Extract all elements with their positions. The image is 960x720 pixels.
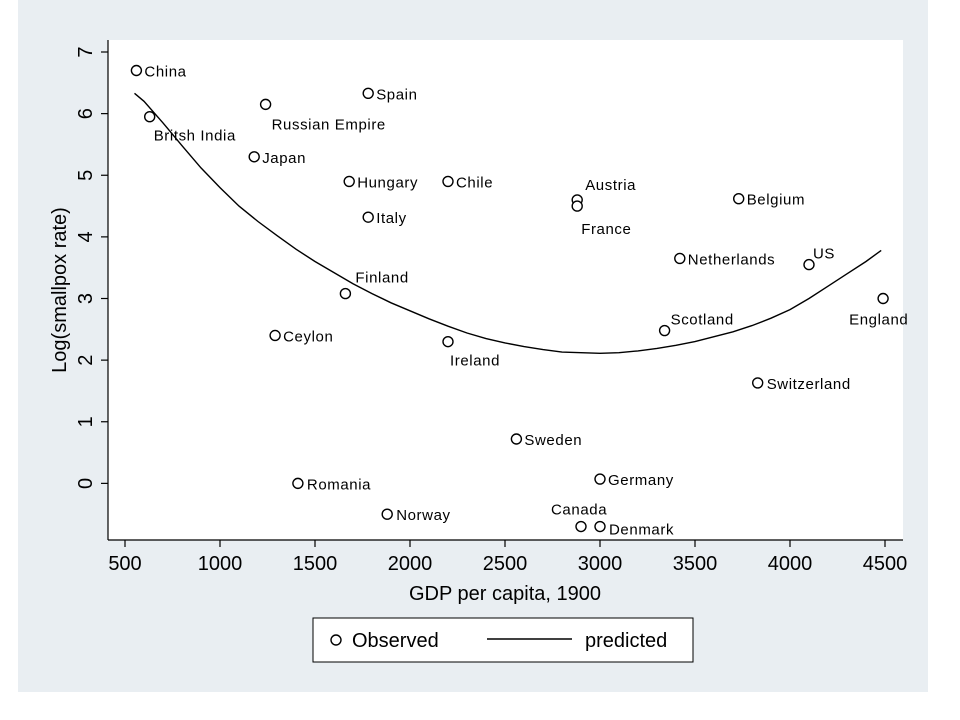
y-tick-label: 0 <box>75 478 97 489</box>
x-tick-label: 3500 <box>673 553 718 575</box>
observed-points-layer: China Britsh India Russian Empire Spain Japa… <box>130 63 908 539</box>
y-axis-label: Log(smallpox rate) <box>49 207 71 373</box>
observed-point <box>442 335 454 348</box>
observed-point <box>248 151 260 163</box>
point-label: Ceylon <box>283 328 333 345</box>
point-label: Hungary <box>357 174 418 191</box>
x-tick-label: 4500 <box>863 553 908 575</box>
x-tick-label: 500 <box>108 553 141 575</box>
axes: 500 1000 1500 2000 2500 3000 3500 4000 4500 0 1 2 3 4… <box>75 40 907 575</box>
observed-point <box>674 252 686 265</box>
x-axis-label: GDP per capita, 1900 <box>409 583 601 605</box>
observed-point <box>362 211 374 223</box>
point-label: Japan <box>262 150 306 167</box>
y-tick-label: 3 <box>75 293 97 304</box>
point-label: Canada <box>551 502 607 519</box>
legend-predicted-label: predicted <box>585 630 667 652</box>
y-tick-label: 5 <box>75 170 97 181</box>
observed-point <box>594 520 606 533</box>
x-tick-label: 2000 <box>388 553 433 575</box>
point-label: Sweden <box>524 432 582 449</box>
observed-point <box>143 111 156 123</box>
point-label: Romania <box>307 476 371 493</box>
observed-point <box>575 520 587 533</box>
y-tick-label: 7 <box>75 46 97 57</box>
point-label: Switzerland <box>767 376 851 393</box>
y-tick-label: 6 <box>75 108 97 119</box>
point-label: Belgium <box>747 192 805 209</box>
point-label: Austria <box>585 177 636 194</box>
observed-point <box>803 258 815 271</box>
observed-point <box>381 508 393 520</box>
y-tick-label: 2 <box>75 355 97 366</box>
observed-point <box>130 64 143 77</box>
x-tick-label: 1500 <box>293 553 338 575</box>
observed-point <box>362 87 374 99</box>
point-label: Spain <box>376 86 417 103</box>
predicted-line <box>134 92 882 355</box>
plot-area <box>108 40 903 540</box>
observed-point <box>442 175 454 188</box>
legend: Observed predicted <box>312 617 694 663</box>
point-label: Britsh India <box>154 128 236 145</box>
observed-point <box>510 433 523 445</box>
observed-point <box>877 292 889 305</box>
point-label: Norway <box>396 507 450 524</box>
observed-point <box>269 329 281 342</box>
legend-observed-label: Observed <box>352 630 439 652</box>
observed-point <box>339 287 352 300</box>
point-label: Russian Empire <box>272 116 386 133</box>
observed-point <box>594 473 606 485</box>
point-label: England <box>849 312 908 329</box>
x-tick-label: 3000 <box>578 553 623 575</box>
point-label: Scotland <box>671 312 734 329</box>
point-label: China <box>144 63 186 80</box>
point-label: Denmark <box>609 522 674 539</box>
point-label: US <box>813 246 835 263</box>
point-label: France <box>581 221 631 238</box>
legend-box <box>312 617 694 663</box>
y-tick-label: 1 <box>75 416 97 427</box>
legend-observed-marker <box>330 634 342 646</box>
x-tick-label: 1000 <box>198 553 243 575</box>
predicted-line-layer <box>134 92 882 355</box>
point-label: Germany <box>608 472 674 489</box>
y-tick-label: 4 <box>75 231 97 242</box>
point-label: Chile <box>456 174 493 191</box>
point-label: Italy <box>376 210 407 227</box>
observed-point <box>259 98 272 111</box>
x-tick-label: 4000 <box>768 553 813 575</box>
point-label: Netherlands <box>688 251 775 268</box>
observed-point <box>343 175 355 188</box>
observed-point <box>733 192 745 205</box>
observed-point <box>292 477 304 490</box>
x-tick-label: 2500 <box>483 553 528 575</box>
observed-point <box>658 324 671 337</box>
point-label: Finland <box>355 270 408 287</box>
point-label: Ireland <box>450 353 500 370</box>
observed-point <box>752 377 764 389</box>
observed-point <box>571 200 583 212</box>
